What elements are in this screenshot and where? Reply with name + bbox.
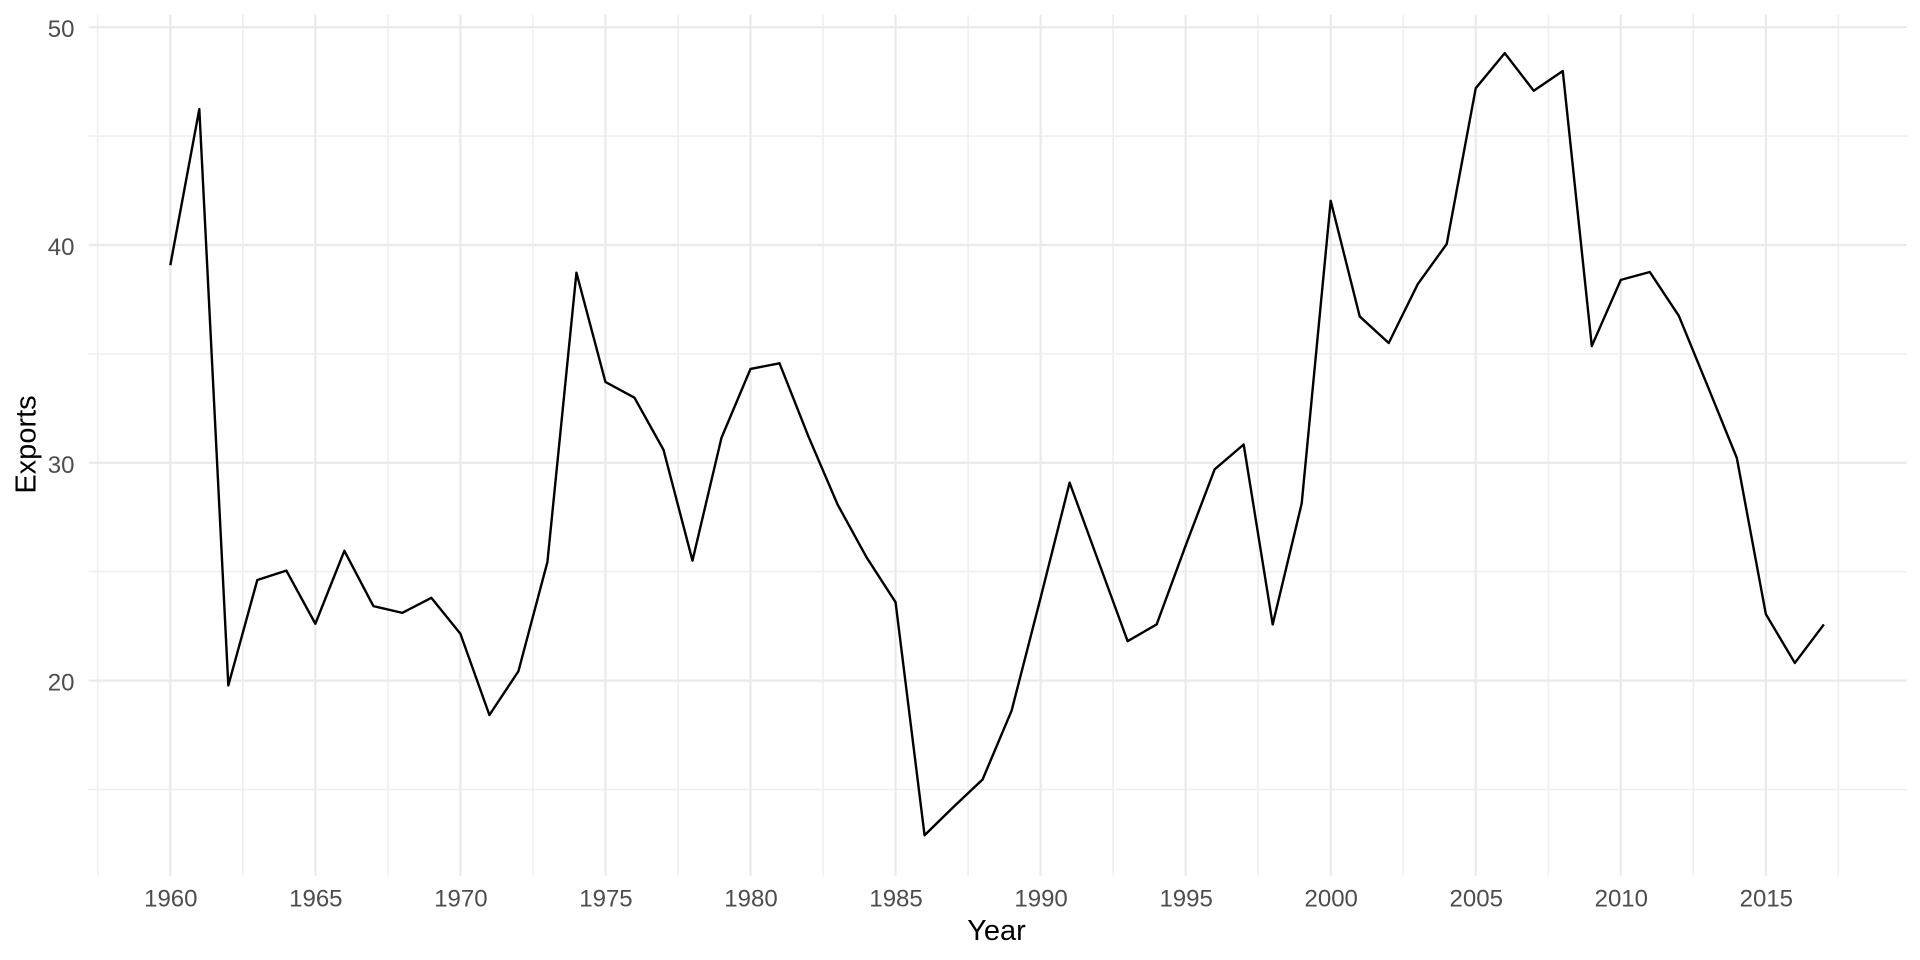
svg-text:40: 40 bbox=[48, 234, 75, 261]
svg-text:30: 30 bbox=[48, 452, 75, 479]
svg-text:20: 20 bbox=[48, 670, 75, 697]
svg-text:2010: 2010 bbox=[1595, 886, 1648, 913]
svg-text:2015: 2015 bbox=[1740, 886, 1793, 913]
svg-text:1960: 1960 bbox=[144, 886, 197, 913]
svg-text:1975: 1975 bbox=[579, 886, 632, 913]
svg-text:Year: Year bbox=[967, 915, 1026, 947]
svg-text:1990: 1990 bbox=[1014, 886, 1067, 913]
svg-text:1985: 1985 bbox=[869, 886, 922, 913]
svg-text:50: 50 bbox=[48, 16, 75, 43]
svg-text:1995: 1995 bbox=[1159, 886, 1212, 913]
svg-text:2000: 2000 bbox=[1305, 886, 1358, 913]
svg-text:2005: 2005 bbox=[1450, 886, 1503, 913]
svg-text:1965: 1965 bbox=[289, 886, 342, 913]
svg-text:1980: 1980 bbox=[724, 886, 777, 913]
svg-text:1970: 1970 bbox=[434, 886, 487, 913]
svg-text:Exports: Exports bbox=[11, 395, 43, 493]
